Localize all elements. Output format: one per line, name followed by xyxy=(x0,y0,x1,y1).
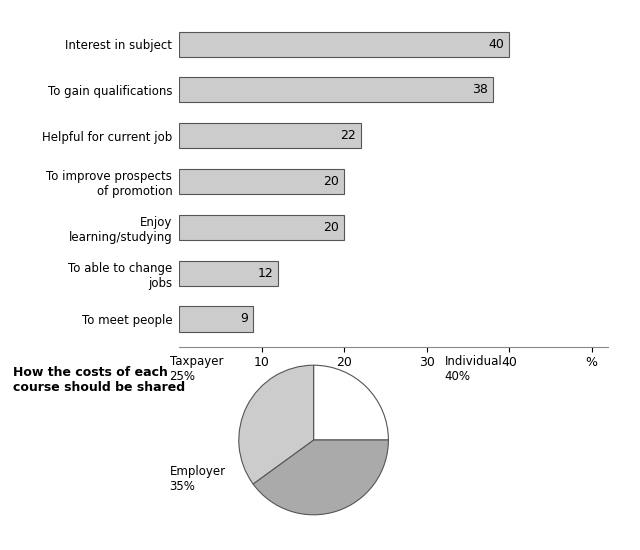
Bar xyxy=(179,78,493,102)
Text: 22: 22 xyxy=(340,129,356,142)
Wedge shape xyxy=(239,365,314,484)
Bar xyxy=(179,306,253,332)
Bar xyxy=(179,261,278,285)
Text: 12: 12 xyxy=(257,267,273,279)
Bar xyxy=(179,31,509,57)
Text: 40: 40 xyxy=(488,37,504,51)
Text: 20: 20 xyxy=(323,175,339,188)
Text: Taxpayer
25%: Taxpayer 25% xyxy=(170,355,223,383)
Text: Individual
40%: Individual 40% xyxy=(445,355,502,383)
Text: 38: 38 xyxy=(472,84,488,96)
Bar xyxy=(179,169,344,194)
Bar xyxy=(179,123,360,148)
Text: How the costs of each
course should be shared: How the costs of each course should be s… xyxy=(13,366,185,394)
Bar xyxy=(179,214,344,240)
Text: 9: 9 xyxy=(241,312,248,326)
Wedge shape xyxy=(253,440,388,515)
Wedge shape xyxy=(314,365,388,440)
Text: Employer
35%: Employer 35% xyxy=(170,465,226,493)
Text: 20: 20 xyxy=(323,221,339,234)
